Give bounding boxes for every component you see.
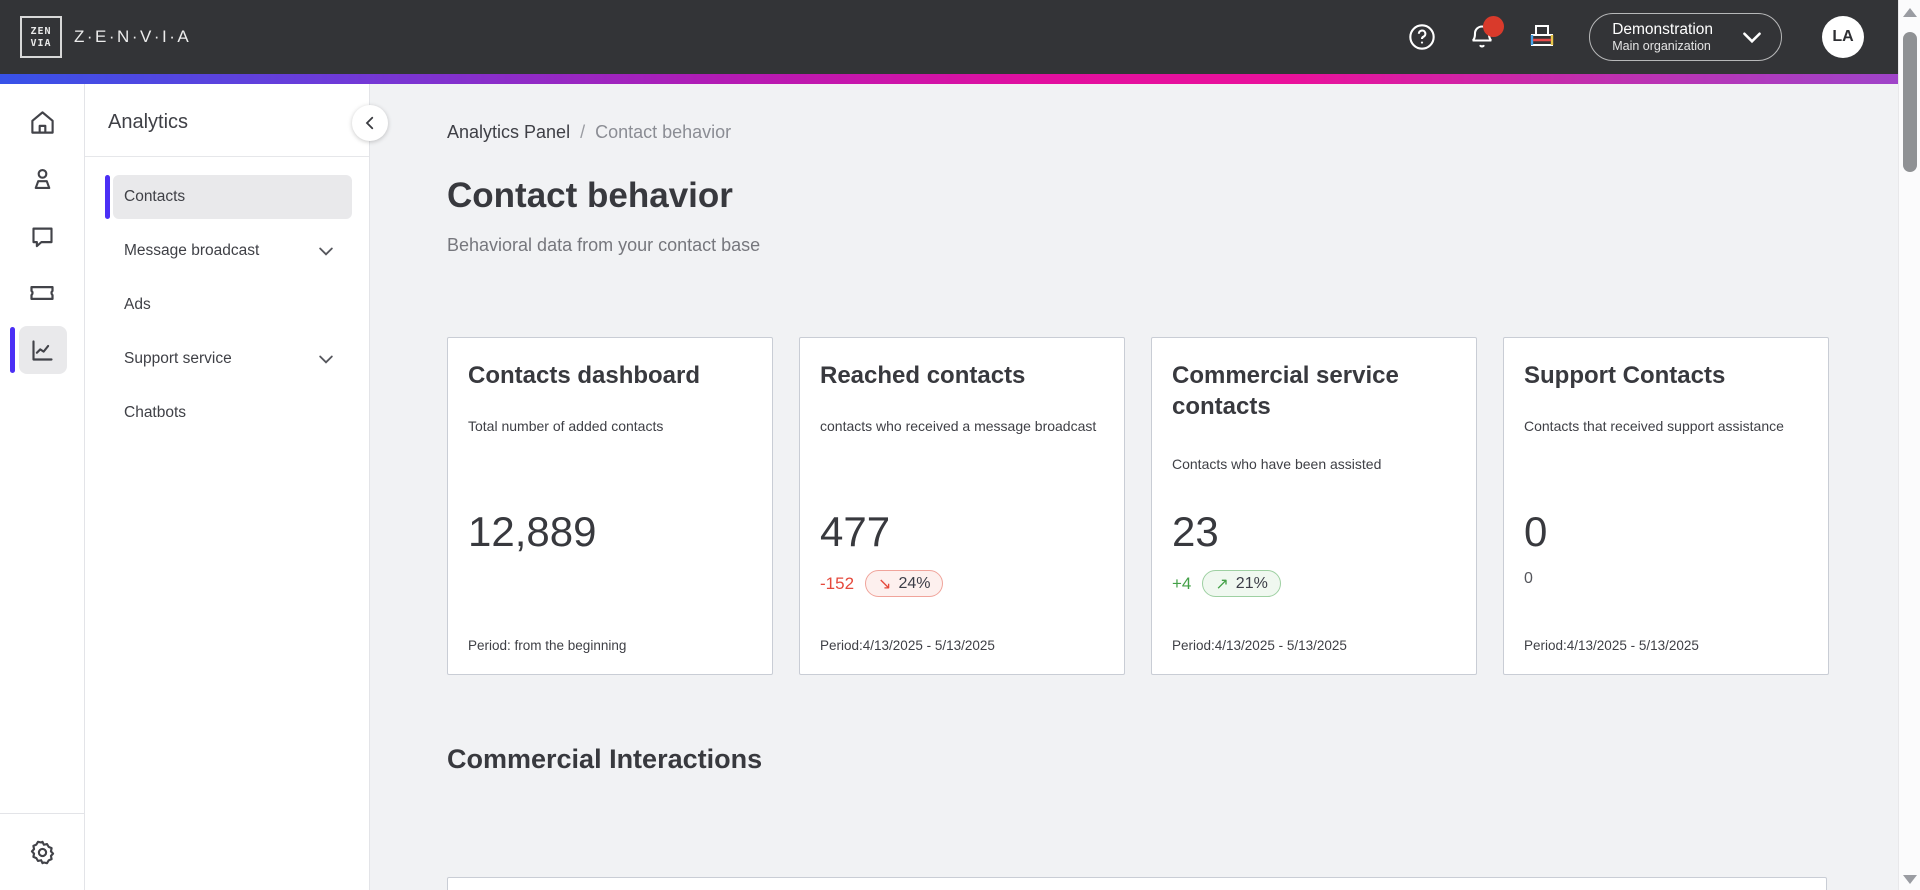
ticket-icon (30, 286, 54, 300)
scroll-down-arrow[interactable] (1903, 875, 1917, 884)
nav-rail (0, 84, 85, 890)
panel-menu: Contacts Message broadcast Ads Support s… (85, 157, 369, 435)
nav-rail-analytics[interactable] (0, 326, 85, 374)
card-description: Contacts that received support assistanc… (1524, 418, 1784, 434)
panel-item-contacts[interactable]: Contacts (105, 175, 352, 219)
avatar-initials: LA (1832, 28, 1854, 45)
panel-item-chatbots[interactable]: Chatbots (113, 391, 352, 435)
card-title: Reached contacts (820, 362, 1026, 389)
vertical-scrollbar[interactable] (1898, 0, 1920, 890)
card-support-contacts: Support Contacts Contacts that received … (1503, 337, 1829, 675)
page-subtitle: Behavioral data from your contact base (447, 235, 761, 255)
delta-value: 0 (1524, 570, 1533, 587)
card-title: Commercial service contacts (1172, 362, 1399, 421)
notification-badge-dot (1483, 16, 1505, 37)
card-value: 0 (1524, 508, 1548, 555)
nav-rail-conversations[interactable] (0, 212, 85, 260)
panel-item-message-broadcast[interactable]: Message broadcast (113, 229, 352, 273)
contacts-person-icon (34, 168, 50, 189)
analytics-side-panel: Analytics Contacts Message broadcast Ads… (85, 84, 370, 890)
main-content: Analytics Panel / Contact behavior Conta… (370, 84, 1898, 890)
card-period: Period:4/13/2025 - 5/13/2025 (820, 638, 995, 653)
help-icon[interactable] (1407, 22, 1437, 52)
nav-rail-contacts[interactable] (0, 155, 85, 203)
panel-item-label: Message broadcast (124, 242, 260, 259)
home-icon (30, 110, 54, 134)
commercial-interactions-card-partial (447, 877, 1827, 890)
trend-down-arrow-icon: ↘ (878, 575, 892, 593)
card-value: 12,889 (468, 508, 597, 555)
brand-gradient-bar (0, 74, 1898, 84)
panel-item-label: Contacts (124, 188, 186, 205)
card-title: Contacts dashboard (468, 362, 701, 389)
panel-item-label: Support service (124, 350, 232, 367)
active-indicator-bar (9, 327, 15, 373)
chat-bubble-icon (31, 227, 53, 247)
top-bar: ZEN VIA Z·E·N·V·I·A (0, 0, 1898, 74)
nav-rail-footer (0, 813, 84, 890)
card-description: Total number of added contacts (468, 418, 664, 434)
card-value: 477 (820, 508, 891, 555)
section-title-commercial-interactions: Commercial Interactions (447, 744, 763, 774)
organization-name: Demonstration (1612, 20, 1713, 38)
delta-value: +4 (1172, 573, 1192, 593)
panel-title: Analytics (108, 111, 189, 133)
card-contacts-dashboard: Contacts dashboard Total number of added… (447, 337, 773, 675)
user-avatar[interactable]: LA (1822, 16, 1864, 58)
panel-item-ads[interactable]: Ads (113, 283, 352, 327)
panel-item-support-service[interactable]: Support service (113, 337, 352, 381)
organization-subtitle: Main organization (1612, 38, 1711, 53)
card-period: Period: from the beginning (468, 638, 627, 653)
delta-value: -152 (820, 573, 855, 593)
nav-rail-settings[interactable] (0, 814, 84, 890)
trend-up-arrow-icon: ↗ (1215, 575, 1229, 593)
panel-item-label: Ads (124, 296, 151, 313)
card-delta-row: -152 ↘ 24% (820, 570, 944, 597)
card-reached-contacts: Reached contacts contacts who received a… (799, 337, 1125, 675)
breadcrumb: Analytics Panel / Contact behavior (447, 122, 731, 143)
organization-switcher[interactable]: Demonstration Main organization (1589, 13, 1782, 61)
card-delta-row: +4 ↗ 21% (1172, 570, 1281, 597)
kpi-cards-row: Contacts dashboard Total number of added… (447, 337, 1829, 675)
card-description: contacts who received a message broadcas… (820, 418, 1097, 434)
card-period: Period:4/13/2025 - 5/13/2025 (1172, 638, 1347, 653)
breadcrumb-analytics-panel-link[interactable]: Analytics Panel (447, 122, 571, 142)
panel-divider (85, 156, 369, 157)
nav-rail-tickets[interactable] (0, 269, 85, 317)
card-title: Support Contacts (1524, 362, 1726, 389)
topbar-actions: Demonstration Main organization LA (1377, 13, 1882, 61)
gear-icon (30, 840, 54, 864)
breadcrumb-current: Contact behavior (595, 122, 732, 142)
chevron-down-icon (316, 349, 352, 369)
scrollbar-thumb[interactable] (1903, 32, 1917, 172)
notifications-bell-icon[interactable] (1467, 16, 1505, 52)
brand-wordmark: Z·E·N·V·I·A (74, 27, 192, 46)
nav-rail-home[interactable] (0, 98, 85, 146)
card-commercial-service-contacts: Commercial service contacts Contacts who… (1151, 337, 1477, 675)
card-value: 23 (1172, 508, 1219, 555)
trend-badge-up: ↗ 21% (1202, 570, 1281, 597)
rail-divider (0, 813, 84, 814)
chevron-down-icon (316, 241, 352, 261)
printer-icon[interactable] (1527, 22, 1557, 52)
analytics-chart-icon (31, 339, 53, 361)
chevron-left-icon (365, 116, 374, 130)
breadcrumb-separator: / (580, 122, 586, 142)
scroll-up-arrow[interactable] (1903, 8, 1917, 17)
card-delta-row: 0 (1524, 570, 1533, 588)
organization-labels: Demonstration Main organization (1612, 20, 1713, 55)
trend-percent: 24% (898, 574, 931, 592)
card-period: Period:4/13/2025 - 5/13/2025 (1524, 638, 1699, 653)
panel-collapse-button[interactable] (352, 105, 388, 141)
trend-percent: 21% (1235, 574, 1268, 592)
zenvia-logo-icon[interactable]: ZEN VIA (20, 16, 62, 58)
logo-text-top: ZEN (30, 25, 52, 37)
trend-badge-down: ↘ 24% (865, 570, 944, 597)
panel-item-label: Chatbots (124, 404, 187, 421)
logo-text-bottom: VIA (30, 37, 52, 49)
card-description: Contacts who have been assisted (1172, 456, 1382, 472)
page-title: Contact behavior (447, 176, 733, 215)
chevron-down-icon (1739, 24, 1765, 50)
